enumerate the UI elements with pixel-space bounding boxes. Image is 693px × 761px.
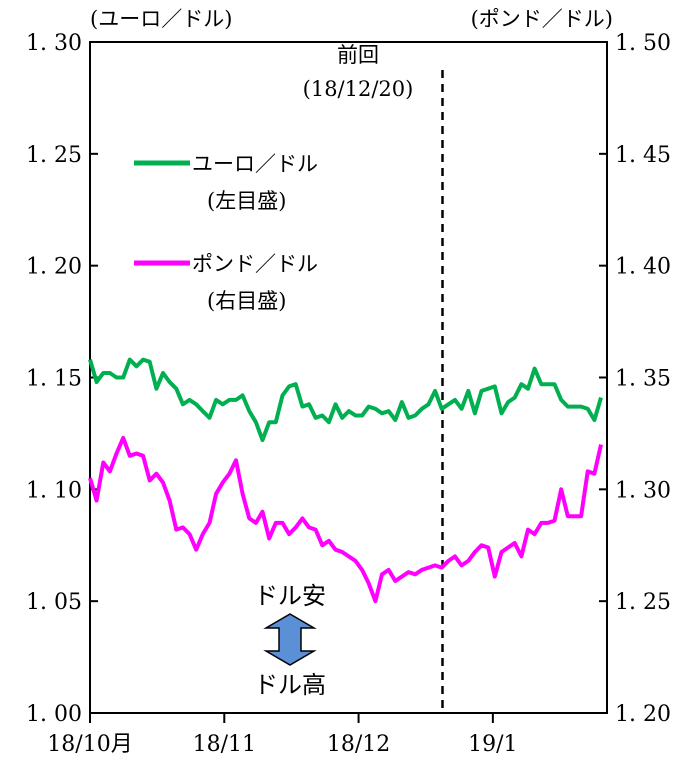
right-tick-label: 1. 25 (615, 590, 671, 615)
series-line-euro (88, 357, 603, 443)
legend-label-pound: ポンド／ドル (192, 252, 318, 276)
x-tick-label: 18/10月 (47, 732, 132, 757)
right-tick-label: 1. 20 (615, 702, 671, 727)
x-tick-label: 18/12 (327, 732, 390, 757)
strong-dollar-label: ドル高 (254, 671, 326, 699)
left-tick-label: 1. 15 (26, 367, 82, 392)
right-tick-label: 1. 30 (615, 478, 671, 503)
left-tick-label: 1. 30 (26, 31, 82, 56)
left-tick-label: 1. 05 (26, 590, 82, 615)
reference-line-label: 前回 (337, 43, 379, 67)
series-group (88, 357, 603, 604)
left-tick-label: 1. 10 (26, 478, 82, 503)
right-tick-label: 1. 50 (615, 31, 671, 56)
left-tick-label: 1. 00 (26, 702, 82, 727)
x-tick-label: 18/11 (193, 732, 256, 757)
legend-note-pound: (右目盛) (207, 289, 286, 313)
double-arrow-icon (263, 613, 317, 666)
legend: ユーロ／ドル (左目盛) ポンド／ドル (右目盛) (134, 152, 318, 313)
weak-dollar-label: ドル安 (254, 582, 326, 610)
right-tick-label: 1. 40 (615, 255, 671, 280)
legend-label-euro: ユーロ／ドル (192, 152, 318, 176)
left-tick-label: 1. 20 (26, 255, 82, 280)
left-axis-label: (ユーロ／ドル) (90, 7, 232, 31)
left-tick-label: 1. 25 (26, 143, 82, 168)
left-axis-ticks: 1. 00 1. 05 1. 10 1. 15 1. 20 1. 25 1. 30 (26, 31, 98, 727)
reference-line-date: (18/12/20) (303, 77, 414, 101)
right-tick-label: 1. 35 (615, 367, 671, 392)
series-line-pound (88, 435, 603, 604)
right-tick-label: 1. 45 (615, 143, 671, 168)
right-axis-ticks: 1. 20 1. 25 1. 30 1. 35 1. 40 1. 45 1. 50 (599, 31, 671, 727)
x-axis-ticks: 18/10月 18/11 18/12 19/1 (47, 713, 518, 757)
legend-note-euro: (左目盛) (207, 189, 286, 213)
x-tick-label: 19/1 (468, 732, 517, 757)
right-axis-label: (ポンド／ドル) (471, 7, 613, 31)
